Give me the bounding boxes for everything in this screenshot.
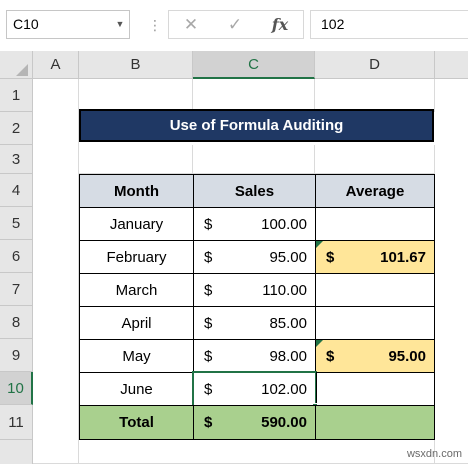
enter-icon[interactable]: ✓ (227, 15, 243, 34)
formula-input[interactable]: 102 (310, 10, 468, 39)
watermark: wsxdn.com (406, 448, 462, 460)
sales-value: 100.00 (261, 216, 307, 233)
error-indicator-icon[interactable] (316, 241, 323, 248)
cell-total-sales[interactable]: $ 590.00 (193, 405, 316, 440)
cell-average-february[interactable]: $ 101.67 (315, 240, 435, 274)
cell-average-april[interactable] (315, 306, 435, 340)
column-header-a[interactable]: A (33, 51, 79, 79)
row-12-cells[interactable] (79, 440, 435, 464)
row-header-11[interactable]: 11 (0, 405, 33, 440)
select-all-triangle-icon (16, 64, 28, 76)
cell-d3[interactable] (315, 145, 435, 174)
column-header-b[interactable]: B (79, 51, 193, 79)
column-e-cells[interactable] (435, 79, 468, 464)
row-header-5[interactable]: 5 (0, 207, 33, 240)
row-header-1[interactable]: 1 (0, 79, 33, 112)
sales-value: 85.00 (269, 315, 307, 332)
header-sales[interactable]: Sales (193, 174, 316, 208)
formula-bar-separator[interactable]: ⋮ (148, 14, 162, 36)
average-value: 95.00 (388, 348, 426, 365)
row-header-8[interactable]: 8 (0, 306, 33, 339)
row-header-10[interactable]: 10 (0, 372, 33, 405)
cancel-icon[interactable]: ✕ (183, 15, 199, 34)
cell-sales-february[interactable]: $ 95.00 (193, 240, 316, 274)
column-a-cells[interactable] (33, 79, 79, 464)
currency-symbol: $ (204, 414, 213, 431)
currency-symbol: $ (326, 249, 335, 266)
cell-average-may[interactable]: $ 95.00 (315, 339, 435, 373)
row-header-6[interactable]: 6 (0, 240, 33, 273)
cell-month-june[interactable]: June (79, 372, 194, 406)
currency-symbol: $ (204, 249, 213, 266)
cell-c1[interactable] (193, 79, 315, 112)
cell-total-label[interactable]: Total (79, 405, 194, 440)
cell-sales-june-selected[interactable]: $ 102.00 (192, 371, 317, 407)
cell-c3[interactable] (193, 145, 315, 174)
cell-average-june[interactable] (316, 372, 435, 406)
cell-d1[interactable] (315, 79, 435, 112)
formula-bar-buttons (168, 10, 304, 39)
currency-symbol: $ (204, 216, 213, 233)
header-month[interactable]: Month (79, 174, 194, 208)
cell-sales-january[interactable]: $ 100.00 (193, 207, 316, 241)
row-header-9[interactable]: 9 (0, 339, 33, 372)
row-header-7[interactable]: 7 (0, 273, 33, 306)
cell-total-average[interactable] (315, 405, 435, 440)
sales-value: 110.00 (262, 282, 307, 299)
cell-sales-march[interactable]: $ 110.00 (193, 273, 316, 307)
currency-symbol: $ (204, 348, 213, 365)
name-box[interactable]: C10 (6, 10, 130, 39)
currency-symbol: $ (204, 282, 213, 299)
chevron-down-icon[interactable]: ▼ (115, 19, 125, 29)
total-value: 590.00 (261, 414, 307, 431)
currency-symbol: $ (204, 315, 213, 332)
table-title[interactable]: Use of Formula Auditing (79, 109, 434, 142)
cell-month-march[interactable]: March (79, 273, 194, 307)
cell-month-may[interactable]: May (79, 339, 194, 373)
sales-value: 102.00 (261, 381, 307, 398)
cell-b3[interactable] (79, 145, 193, 174)
row-header-4[interactable]: 4 (0, 174, 33, 207)
cell-month-april[interactable]: April (79, 306, 194, 340)
column-header-e[interactable] (435, 51, 468, 79)
insert-function-icon[interactable]: fx (271, 15, 289, 34)
cell-month-january[interactable]: January (79, 207, 194, 241)
average-value: 101.67 (380, 249, 426, 266)
row-header-2[interactable]: 2 (0, 112, 33, 145)
cell-month-february[interactable]: February (79, 240, 194, 274)
cell-average-march[interactable] (315, 273, 435, 307)
currency-symbol: $ (326, 348, 335, 365)
cell-average-january[interactable] (315, 207, 435, 241)
header-average[interactable]: Average (315, 174, 435, 208)
sales-value: 95.00 (269, 249, 307, 266)
error-indicator-icon[interactable] (316, 340, 323, 347)
cell-b1[interactable] (79, 79, 193, 112)
sales-value: 98.00 (269, 348, 307, 365)
column-header-c[interactable]: C (193, 51, 315, 79)
row-header-12[interactable] (0, 440, 33, 464)
cell-sales-april[interactable]: $ 85.00 (193, 306, 316, 340)
row-header-3[interactable]: 3 (0, 145, 33, 174)
currency-symbol: $ (204, 381, 213, 398)
cell-sales-may[interactable]: $ 98.00 (193, 339, 316, 373)
column-header-d[interactable]: D (315, 51, 435, 79)
